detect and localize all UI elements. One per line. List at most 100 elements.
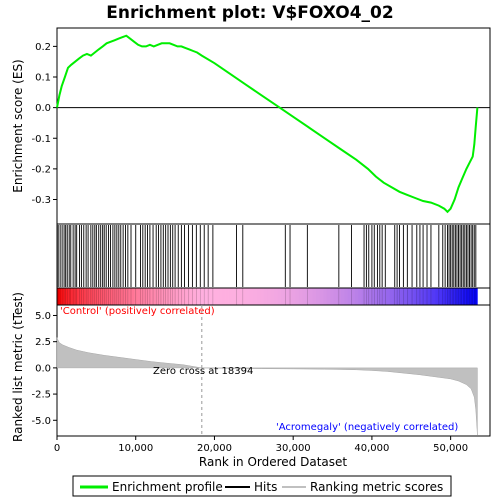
band-segment bbox=[85, 288, 89, 305]
band-segment bbox=[382, 288, 387, 305]
metric-y-tick-label: -5.0 bbox=[31, 416, 51, 427]
band-segment bbox=[242, 288, 247, 305]
band-segment bbox=[225, 288, 229, 305]
ranking-metric-area bbox=[56, 337, 478, 436]
band-segment bbox=[78, 288, 82, 305]
band-segment bbox=[88, 288, 93, 305]
rank-color-band bbox=[56, 287, 491, 306]
band-segment bbox=[354, 288, 359, 305]
es-y-tick-label: -0.1 bbox=[31, 134, 51, 145]
band-segment bbox=[323, 288, 328, 305]
band-segment bbox=[438, 288, 443, 305]
x-tick-label: 40,000 bbox=[354, 443, 389, 454]
band-segment bbox=[256, 288, 261, 305]
band-segment bbox=[326, 288, 331, 305]
es-y-tick-label: -0.3 bbox=[31, 195, 51, 206]
band-segment bbox=[319, 288, 324, 305]
hits-marks bbox=[57, 225, 477, 287]
legend-metric-label: Ranking metric scores bbox=[310, 480, 443, 494]
enrichment-panel-frame bbox=[56, 27, 491, 225]
band-segment bbox=[249, 288, 254, 305]
legend-hits-label: Hits bbox=[254, 480, 277, 494]
band-segment bbox=[176, 288, 180, 305]
band-segment bbox=[116, 288, 121, 305]
es-y-axis-label: Enrichment score (ES) bbox=[11, 59, 25, 192]
band-segment bbox=[81, 288, 86, 305]
x-tick-label: 50,000 bbox=[433, 443, 468, 454]
band-segment bbox=[344, 288, 349, 305]
band-segment bbox=[102, 288, 107, 305]
band-segment bbox=[393, 288, 398, 305]
band-segment bbox=[113, 288, 117, 305]
metric-y-axis: 5.0 2.5 0.0 -2.5 -5.0 bbox=[31, 311, 57, 427]
band-segment bbox=[445, 288, 450, 305]
band-segment bbox=[211, 288, 215, 305]
band-segment bbox=[302, 288, 307, 305]
band-segment bbox=[396, 288, 401, 305]
metric-y-tick-label: -2.5 bbox=[31, 390, 51, 401]
band-segment bbox=[228, 288, 233, 305]
band-segment bbox=[60, 288, 65, 305]
x-tick-label: 10,000 bbox=[118, 443, 153, 454]
band-segment bbox=[277, 288, 282, 305]
band-segment bbox=[375, 288, 380, 305]
band-segment bbox=[155, 288, 159, 305]
band-segment bbox=[207, 288, 212, 305]
band-segment bbox=[309, 288, 314, 305]
x-tick-label: 0 bbox=[54, 443, 60, 454]
band-segment bbox=[57, 288, 61, 305]
band-segment bbox=[183, 288, 187, 305]
band-segment bbox=[267, 288, 272, 305]
band-segment bbox=[235, 288, 240, 305]
band-segment bbox=[232, 288, 236, 305]
band-segment bbox=[162, 288, 166, 305]
zero-cross-annotation: Zero cross at 18394 bbox=[153, 366, 253, 377]
band-segment bbox=[312, 288, 317, 305]
band-segment bbox=[197, 288, 201, 305]
band-segment bbox=[281, 288, 286, 305]
metric-y-axis-label: Ranked list metric (tTest) bbox=[11, 292, 25, 442]
band-segment bbox=[414, 288, 419, 305]
band-segment bbox=[379, 288, 384, 305]
band-segment bbox=[403, 288, 408, 305]
band-segment bbox=[260, 288, 264, 305]
band-segment bbox=[123, 288, 128, 305]
band-segment bbox=[274, 288, 279, 305]
band-segment bbox=[361, 288, 366, 305]
x-axis: 0 10,000 20,000 30,000 40,000 50,000 bbox=[54, 436, 468, 454]
band-segment bbox=[186, 288, 191, 305]
band-segment bbox=[137, 288, 142, 305]
negative-annotation: 'Acromegaly' (negatively correlated) bbox=[276, 422, 458, 433]
band-segment bbox=[64, 288, 68, 305]
legend-box bbox=[72, 475, 452, 497]
band-segment bbox=[127, 288, 131, 305]
band-segment bbox=[428, 288, 433, 305]
band-segment bbox=[263, 288, 268, 305]
band-segment bbox=[333, 288, 338, 305]
band-segment bbox=[340, 288, 345, 305]
band-segment bbox=[179, 288, 184, 305]
band-segment bbox=[151, 288, 156, 305]
x-tick-label: 30,000 bbox=[276, 443, 311, 454]
band-segment bbox=[316, 288, 321, 305]
band-segment bbox=[109, 288, 114, 305]
band-segment bbox=[386, 288, 391, 305]
band-segment bbox=[221, 288, 226, 305]
band-segment bbox=[99, 288, 103, 305]
band-segment bbox=[253, 288, 257, 305]
band-segment bbox=[144, 288, 149, 305]
band-segment bbox=[288, 288, 293, 305]
band-segment bbox=[295, 288, 300, 305]
positive-annotation: 'Control' (positively correlated) bbox=[60, 306, 215, 317]
band-segment bbox=[456, 288, 461, 305]
band-segment bbox=[298, 288, 303, 305]
band-segment bbox=[239, 288, 243, 305]
band-segment bbox=[424, 288, 429, 305]
x-tick-label: 20,000 bbox=[197, 443, 232, 454]
band-segment bbox=[330, 288, 335, 305]
band-segment bbox=[67, 288, 72, 305]
band-segment bbox=[106, 288, 110, 305]
band-segment bbox=[141, 288, 145, 305]
metric-y-tick-label: 2.5 bbox=[35, 337, 51, 348]
es-y-tick-label: -0.2 bbox=[31, 164, 51, 175]
